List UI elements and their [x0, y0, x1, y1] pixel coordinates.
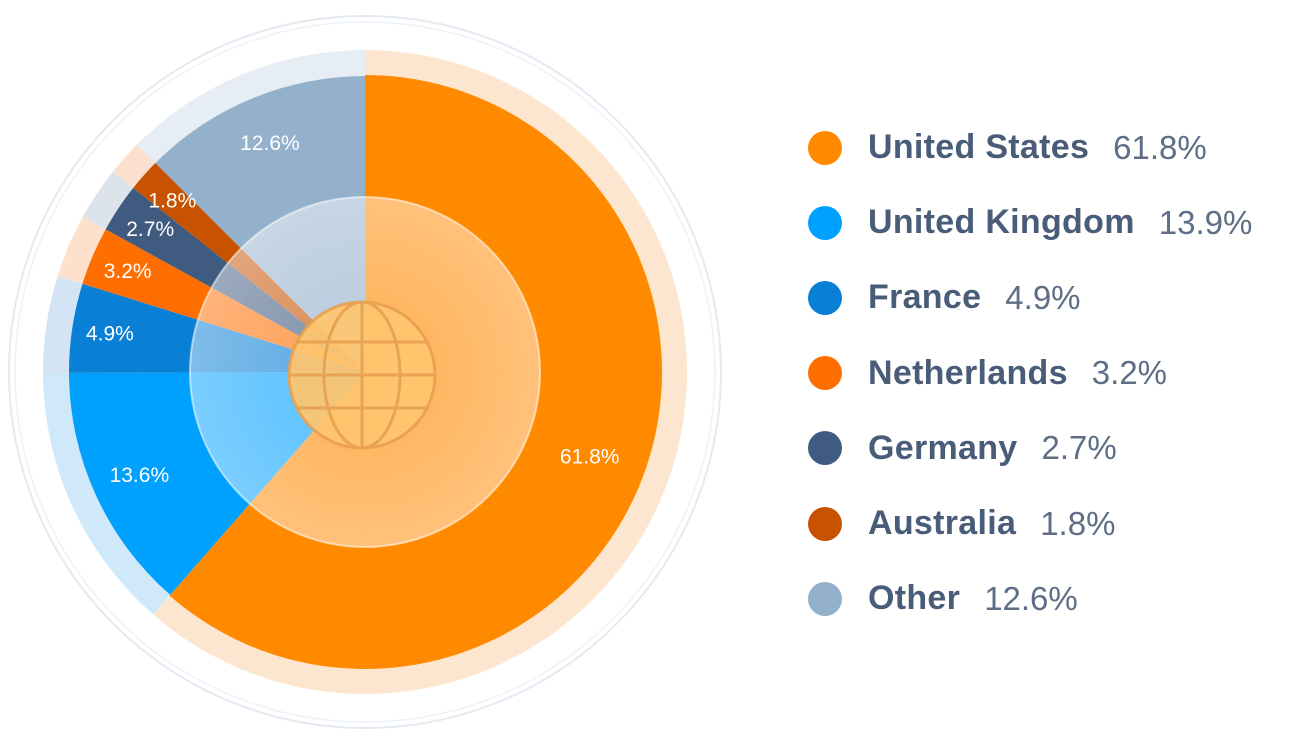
- slice-label-united-kingdom: 13.6%: [110, 464, 170, 487]
- legend-label: Netherlands: [868, 353, 1068, 392]
- legend-label: United Kingdom: [868, 203, 1135, 242]
- halo-segment-france: [43, 275, 83, 374]
- slice-label-germany: 2.7%: [126, 218, 174, 241]
- halo-segment-netherlands: [57, 216, 106, 284]
- legend-dot: [808, 581, 842, 616]
- outer-ring-inner: [14, 21, 716, 723]
- legend-dot: [808, 356, 842, 391]
- legend-dot: [808, 506, 842, 541]
- slice-label-australia: 1.8%: [148, 189, 196, 212]
- halo-segment-australia: [112, 144, 156, 188]
- legend-dot: [808, 205, 842, 240]
- legend-item-other: Other 12.6%: [808, 561, 1308, 636]
- legend-label: Germany: [868, 428, 1018, 467]
- globe-icon: [287, 300, 437, 450]
- legend-item-united-states: United States 61.8%: [808, 110, 1308, 185]
- legend-value: 13.9%: [1158, 203, 1253, 241]
- legend-value: 4.9%: [1005, 278, 1081, 316]
- legend-item-australia: Australia 1.8%: [808, 486, 1308, 561]
- legend-label: United States: [868, 128, 1090, 167]
- legend-item-germany: Germany 2.7%: [808, 411, 1308, 486]
- legend-item-united-kingdom: United Kingdom 13.9%: [808, 185, 1308, 260]
- legend-value: 3.2%: [1091, 354, 1168, 392]
- legend-value: 61.8%: [1113, 128, 1207, 166]
- legend-label: France: [868, 278, 982, 317]
- halo-ring: [43, 50, 687, 694]
- slice-label-other: 12.6%: [240, 132, 300, 155]
- halo-segment-germany: [82, 171, 134, 230]
- legend-label: Australia: [868, 504, 1017, 543]
- legend-item-netherlands: Netherlands 3.2%: [808, 336, 1308, 411]
- halo-segment-other: [136, 50, 365, 164]
- legend-value: 2.7%: [1041, 429, 1117, 467]
- legend-item-france: France 4.9%: [808, 260, 1308, 335]
- legend: United States 61.8% United Kingdom 13.9%…: [808, 110, 1308, 636]
- legend-dot: [808, 280, 842, 315]
- slice-labels: 61.8% 13.6% 4.9% 3.2% 2.7% 1.8% 12.6%: [86, 132, 620, 487]
- legend-label: Other: [868, 579, 961, 618]
- slice-label-netherlands: 3.2%: [104, 260, 152, 283]
- slice-label-united-states: 61.8%: [560, 445, 620, 468]
- halo-segment-united-states: [153, 50, 687, 694]
- legend-dot: [808, 130, 842, 165]
- halo-segment-united-kingdom: [43, 372, 171, 615]
- legend-dot: [808, 431, 842, 466]
- outer-ring: [8, 15, 722, 729]
- legend-value: 1.8%: [1040, 504, 1116, 542]
- slice-label-france: 4.9%: [86, 322, 134, 345]
- legend-value: 12.6%: [984, 579, 1078, 617]
- donut-chart: 61.8% 13.6% 4.9% 3.2% 2.7% 1.8% 12.6%: [8, 15, 722, 729]
